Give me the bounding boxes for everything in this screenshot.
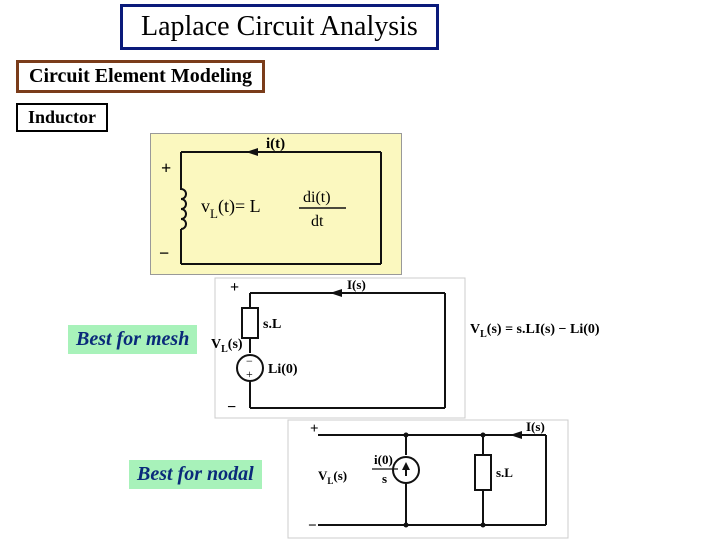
eq-v: V [470,322,480,337]
frac-bot: dt [311,213,324,230]
plus-term2: + [230,279,239,296]
VL-2: V [211,337,221,352]
i0-top: i(0) [374,452,393,467]
figure-time-domain: i(t) + − vL(t)= L di(t) dt [150,133,402,275]
VLarg-2: (s) [228,337,243,352]
sL-label: s.L [263,317,281,332]
frac-top: di(t) [303,189,331,206]
figure-series-model: s.L − + Li(0) I(s) + − VL(s) VL(s) = s.L… [215,278,585,418]
I-s-3: I(s) [526,419,545,434]
i-t-label: i(t) [266,136,285,152]
src-plus: + [246,367,253,381]
I-s-label: I(s) [347,277,366,292]
minus-terminal: − [159,243,169,263]
plus-terminal: + [161,158,171,178]
vL-sub: L [210,206,218,221]
vL-expr: (t)= L [218,196,261,217]
section-label: Inductor [16,103,108,132]
Li0-label: Li(0) [268,362,298,377]
svg-text:vL(t)= L: vL(t)= L [201,196,261,221]
minus-term2: − [227,399,236,416]
eq-rest: (s) = s.LI(s) − Li(0) [487,322,600,337]
mesh-label: Best for mesh [68,325,197,354]
nodal-label: Best for nodal [129,460,262,489]
page-title: Laplace Circuit Analysis [120,4,439,50]
VLarg-3: (s) [333,468,347,483]
figure-parallel-model: i(0) s s.L I(s) + − VL(s) [288,420,568,538]
svg-text:VL(s) = s.LI(s) − Li(0): VL(s) = s.LI(s) − Li(0) [470,322,600,340]
subtitle: Circuit Element Modeling [16,60,265,93]
minus-3: − [308,518,317,534]
plus-3: + [310,421,319,437]
vL-v: v [201,196,210,216]
i0-bot: s [382,471,387,486]
src-minus: − [246,354,253,368]
sL-3: s.L [496,465,513,480]
